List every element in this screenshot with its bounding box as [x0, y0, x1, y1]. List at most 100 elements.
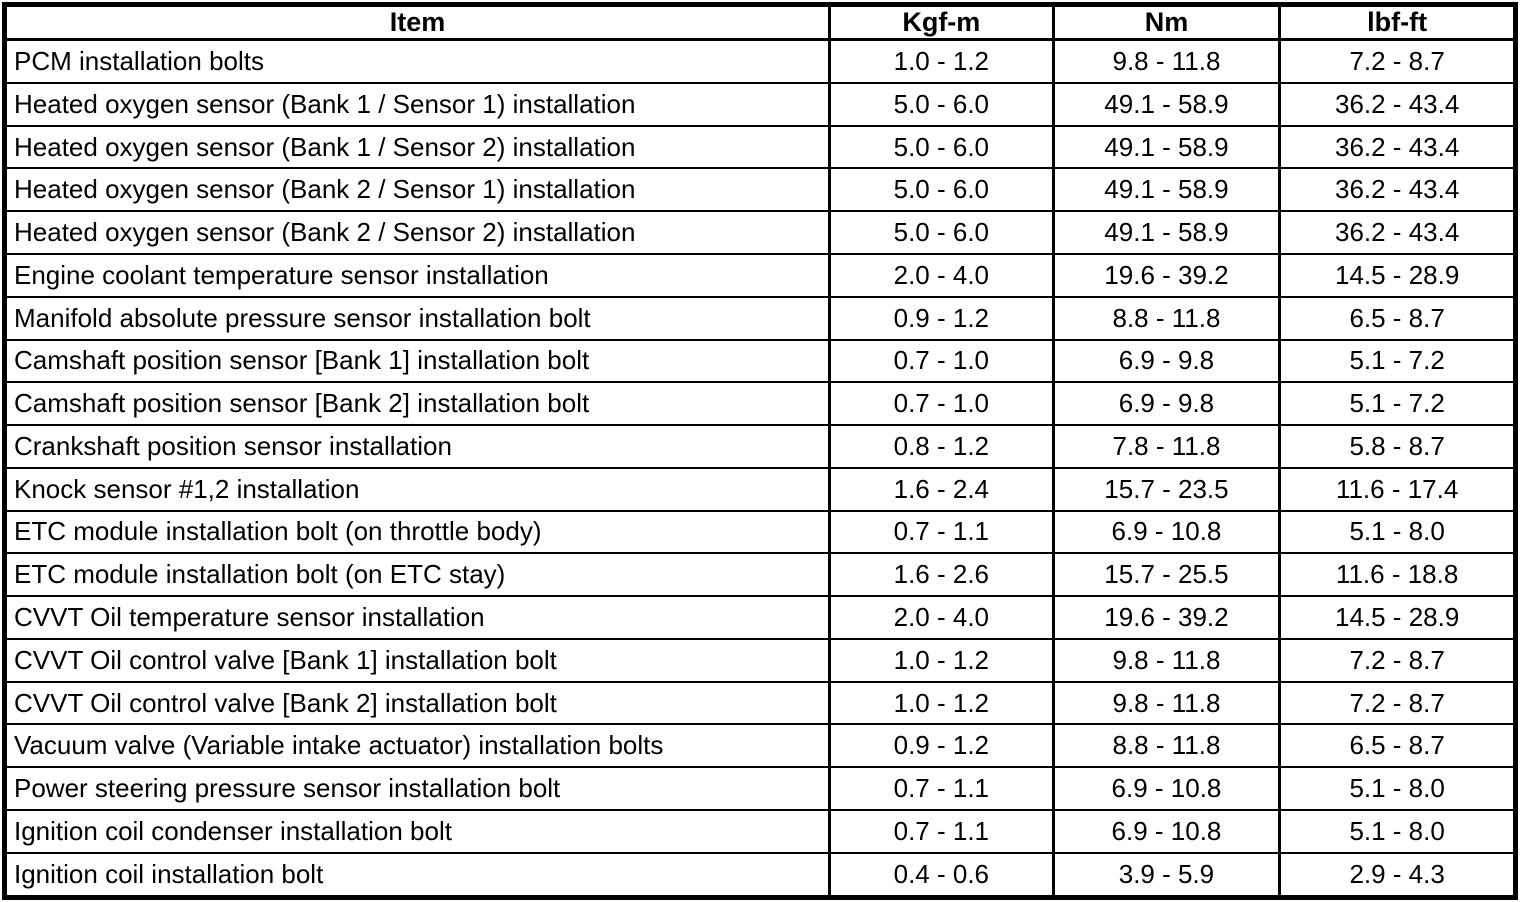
- nm-cell: 6.9 - 10.8: [1051, 509, 1281, 555]
- table-row: Knock sensor #1,2 installation 1.6 - 2.4 1…: [3, 466, 1517, 512]
- nm-cell: 19.6 - 39.2: [1051, 252, 1281, 298]
- table-row: Heated oxygen sensor (Bank 2 / Sensor 1)…: [3, 167, 1517, 213]
- lbfft-cell: 5.1 - 8.0: [1278, 509, 1517, 555]
- nm-cell: 49.1 - 58.9: [1051, 81, 1281, 127]
- kgfm-cell: 0.4 - 0.6: [828, 851, 1055, 899]
- column-header-lbfft: lbf-ft: [1278, 3, 1517, 41]
- table-row: Engine coolant temperature sensor instal…: [3, 252, 1517, 298]
- kgfm-cell: 5.0 - 6.0: [828, 210, 1055, 255]
- item-cell: ETC module installation bolt (on ETC sta…: [3, 552, 831, 598]
- lbfft-cell: 5.1 - 7.2: [1278, 338, 1517, 384]
- item-cell: Ignition coil condenser installation bol…: [3, 808, 831, 854]
- table-row: Heated oxygen sensor (Bank 1 / Sensor 1)…: [3, 81, 1517, 127]
- lbfft-cell: 5.1 - 7.2: [1278, 381, 1517, 427]
- nm-cell: 6.9 - 10.8: [1051, 766, 1281, 811]
- table-row: Power steering pressure sensor installat…: [3, 766, 1517, 811]
- kgfm-cell: 1.0 - 1.2: [828, 38, 1055, 84]
- nm-cell: 6.9 - 10.8: [1051, 808, 1281, 854]
- item-cell: Camshaft position sensor [Bank 2] instal…: [3, 381, 831, 427]
- table-row: CVVT Oil temperature sensor installation…: [3, 595, 1517, 640]
- lbfft-cell: 6.5 - 8.7: [1278, 723, 1517, 769]
- header-row: Item Kgf-m Nm lbf-ft: [3, 3, 1517, 41]
- nm-cell: 49.1 - 58.9: [1051, 124, 1281, 170]
- kgfm-cell: 0.9 - 1.2: [828, 295, 1055, 341]
- lbfft-cell: 14.5 - 28.9: [1278, 595, 1517, 640]
- nm-cell: 6.9 - 9.8: [1051, 338, 1281, 384]
- kgfm-cell: 1.0 - 1.2: [828, 637, 1055, 683]
- item-cell: Heated oxygen sensor (Bank 1 / Sensor 1)…: [3, 81, 831, 127]
- lbfft-cell: 14.5 - 28.9: [1278, 252, 1517, 298]
- kgfm-cell: 5.0 - 6.0: [828, 124, 1055, 170]
- nm-cell: 15.7 - 25.5: [1051, 552, 1281, 598]
- lbfft-cell: 11.6 - 17.4: [1278, 466, 1517, 512]
- nm-cell: 9.8 - 11.8: [1051, 680, 1281, 726]
- kgfm-cell: 0.7 - 1.0: [828, 381, 1055, 427]
- table-row: Vacuum valve (Variable intake actuator) …: [3, 723, 1517, 769]
- table-row: ETC module installation bolt (on ETC sta…: [3, 552, 1517, 598]
- kgfm-cell: 1.6 - 2.4: [828, 466, 1055, 512]
- nm-cell: 9.8 - 11.8: [1051, 637, 1281, 683]
- table-row: Ignition coil installation bolt 0.4 - 0.6…: [3, 851, 1517, 899]
- kgfm-cell: 0.7 - 1.1: [828, 509, 1055, 555]
- item-cell: CVVT Oil control valve [Bank 2] installa…: [3, 680, 831, 726]
- lbfft-cell: 7.2 - 8.7: [1278, 680, 1517, 726]
- nm-cell: 8.8 - 11.8: [1051, 723, 1281, 769]
- kgfm-cell: 2.0 - 4.0: [828, 252, 1055, 298]
- table-row: PCM installation bolts 1.0 - 1.2 9.8 - 11.…: [3, 38, 1517, 84]
- item-cell: Manifold absolute pressure sensor instal…: [3, 295, 831, 341]
- kgfm-cell: 0.7 - 1.1: [828, 766, 1055, 811]
- column-header-item: Item: [3, 3, 831, 41]
- kgfm-cell: 1.6 - 2.6: [828, 552, 1055, 598]
- item-cell: CVVT Oil control valve [Bank 1] installa…: [3, 637, 831, 683]
- lbfft-cell: 2.9 - 4.3: [1278, 851, 1517, 899]
- table-row: Heated oxygen sensor (Bank 2 / Sensor 2)…: [3, 210, 1517, 255]
- item-cell: Heated oxygen sensor (Bank 2 / Sensor 1)…: [3, 167, 831, 213]
- item-cell: Heated oxygen sensor (Bank 1 / Sensor 2)…: [3, 124, 831, 170]
- lbfft-cell: 36.2 - 43.4: [1278, 81, 1517, 127]
- kgfm-cell: 5.0 - 6.0: [828, 81, 1055, 127]
- nm-cell: 49.1 - 58.9: [1051, 210, 1281, 255]
- kgfm-cell: 0.7 - 1.0: [828, 338, 1055, 384]
- kgfm-cell: 0.9 - 1.2: [828, 723, 1055, 769]
- item-cell: Ignition coil installation bolt: [3, 851, 831, 899]
- nm-cell: 49.1 - 58.9: [1051, 167, 1281, 213]
- column-header-nm: Nm: [1051, 3, 1281, 41]
- item-cell: Camshaft position sensor [Bank 1] instal…: [3, 338, 831, 384]
- lbfft-cell: 36.2 - 43.4: [1278, 210, 1517, 255]
- lbfft-cell: 36.2 - 43.4: [1278, 167, 1517, 213]
- nm-cell: 8.8 - 11.8: [1051, 295, 1281, 341]
- lbfft-cell: 6.5 - 8.7: [1278, 295, 1517, 341]
- kgfm-cell: 2.0 - 4.0: [828, 595, 1055, 640]
- item-cell: Engine coolant temperature sensor instal…: [3, 252, 831, 298]
- table-row: CVVT Oil control valve [Bank 1] installa…: [3, 637, 1517, 683]
- table-header: Item Kgf-m Nm lbf-ft: [3, 3, 1517, 41]
- table-body: PCM installation bolts 1.0 - 1.2 9.8 - 11.…: [3, 38, 1517, 899]
- table-row: Ignition coil condenser installation bol…: [3, 808, 1517, 854]
- item-cell: Power steering pressure sensor installat…: [3, 766, 831, 811]
- item-cell: Knock sensor #1,2 installation: [3, 466, 831, 512]
- lbfft-cell: 11.6 - 18.8: [1278, 552, 1517, 598]
- kgfm-cell: 5.0 - 6.0: [828, 167, 1055, 213]
- table-row: Manifold absolute pressure sensor instal…: [3, 295, 1517, 341]
- table-row: Heated oxygen sensor (Bank 1 / Sensor 2)…: [3, 124, 1517, 170]
- table-row: CVVT Oil control valve [Bank 2] installa…: [3, 680, 1517, 726]
- item-cell: Vacuum valve (Variable intake actuator) …: [3, 723, 831, 769]
- table-row: Camshaft position sensor [Bank 2] instal…: [3, 381, 1517, 427]
- item-cell: CVVT Oil temperature sensor installation: [3, 595, 831, 640]
- column-header-kgfm: Kgf-m: [828, 3, 1055, 41]
- item-cell: PCM installation bolts: [3, 38, 831, 84]
- kgfm-cell: 0.7 - 1.1: [828, 808, 1055, 854]
- item-cell: Heated oxygen sensor (Bank 2 / Sensor 2)…: [3, 210, 831, 255]
- lbfft-cell: 5.8 - 8.7: [1278, 424, 1517, 469]
- lbfft-cell: 5.1 - 8.0: [1278, 766, 1517, 811]
- kgfm-cell: 0.8 - 1.2: [828, 424, 1055, 469]
- nm-cell: 19.6 - 39.2: [1051, 595, 1281, 640]
- nm-cell: 7.8 - 11.8: [1051, 424, 1281, 469]
- table-row: Crankshaft position sensor installation 0…: [3, 424, 1517, 469]
- lbfft-cell: 5.1 - 8.0: [1278, 808, 1517, 854]
- lbfft-cell: 7.2 - 8.7: [1278, 637, 1517, 683]
- nm-cell: 15.7 - 23.5: [1051, 466, 1281, 512]
- nm-cell: 6.9 - 9.8: [1051, 381, 1281, 427]
